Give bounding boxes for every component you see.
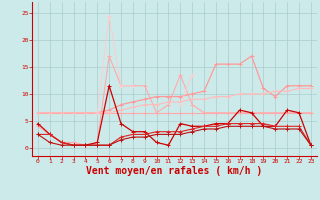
- X-axis label: Vent moyen/en rafales ( km/h ): Vent moyen/en rafales ( km/h ): [86, 166, 262, 176]
